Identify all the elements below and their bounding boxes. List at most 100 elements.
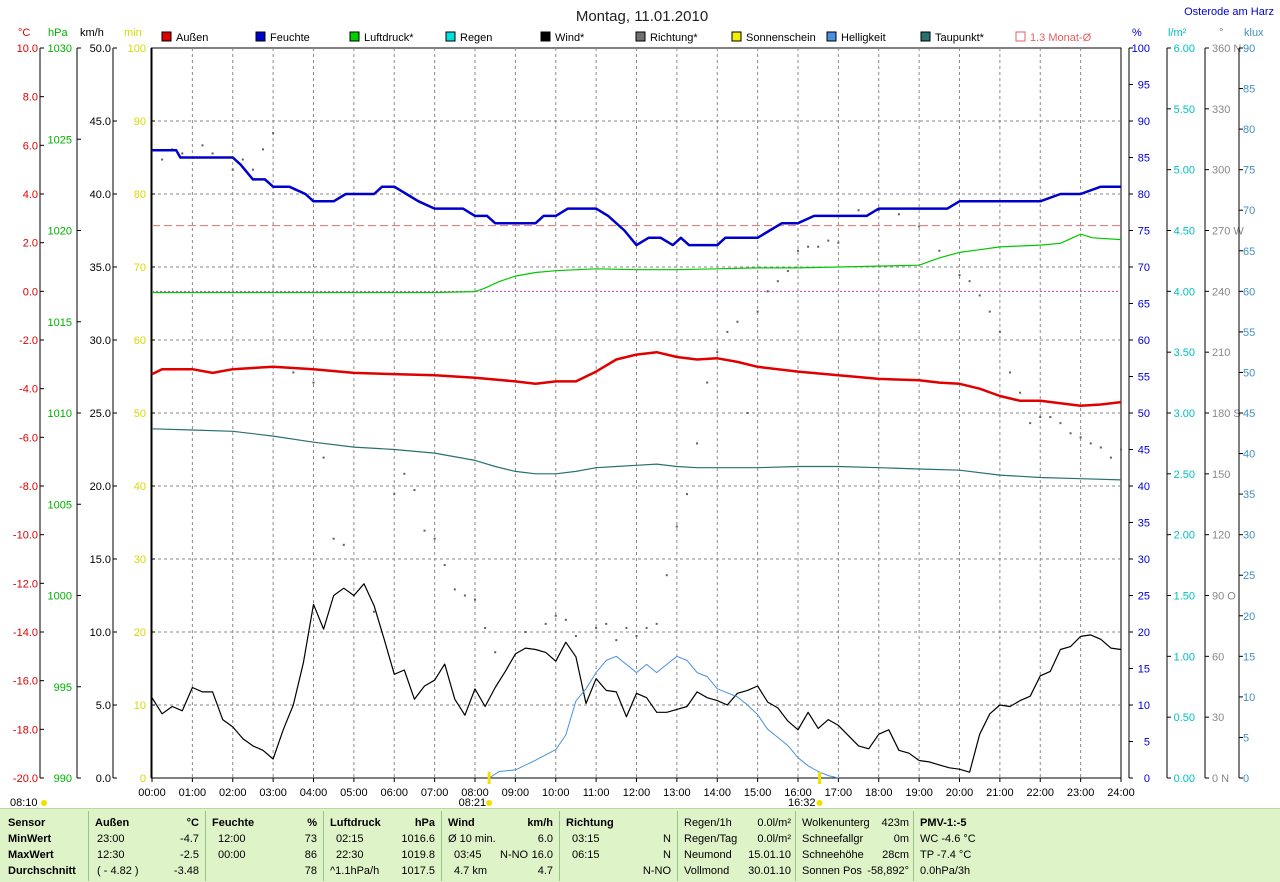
tick-label-pressure: 1010: [48, 408, 72, 420]
col-regen: Regen/1h 0.0l/m² Regen/Tag 0.0l/m² Neumo…: [678, 811, 796, 881]
direction-point: [524, 631, 527, 633]
legend-swatch: [161, 31, 172, 42]
tick-label-direction: 180 S: [1212, 408, 1241, 420]
direction-point: [484, 626, 487, 629]
direction-point: [615, 639, 618, 642]
tick-label-sunshine: 40: [134, 481, 146, 493]
direction-point: [726, 330, 729, 333]
tick-label-temp: 10.0: [17, 43, 38, 55]
time-tick-label: 08:00: [461, 787, 489, 799]
tick-label-temp: -18.0: [13, 724, 38, 736]
direction-point: [797, 249, 799, 252]
aussen-avg-note: ( - 4.82 ): [97, 865, 139, 877]
tick-label-brightness: 30: [1243, 530, 1255, 542]
time-tick-label: 17:00: [825, 787, 853, 799]
direction-point: [827, 239, 830, 242]
luftdruck-min-time: 02:15: [336, 833, 364, 845]
tick-label-sunshine: 0: [140, 773, 146, 785]
row-min-label: MinWert: [8, 833, 52, 845]
time-tick-label: 04:00: [300, 787, 328, 799]
time-tick-label: 18:00: [865, 787, 893, 799]
time-tick-label: 23:00: [1067, 787, 1095, 799]
direction-point: [918, 225, 921, 228]
neumond-label: Neumond: [684, 849, 732, 861]
tick-label-humidity: 50: [1138, 408, 1150, 420]
direction-point: [322, 456, 325, 459]
tick-label-brightness: 70: [1243, 205, 1255, 217]
direction-point: [665, 574, 668, 577]
tick-label-temp: 6.0: [23, 140, 38, 152]
tick-label-temp: -20.0: [13, 773, 38, 785]
time-tick-label: 10:00: [542, 787, 570, 799]
time-tick-label: 13:00: [663, 787, 691, 799]
direction-point: [443, 564, 446, 567]
time-tick-label: 05:00: [340, 787, 368, 799]
col-richtung: Richtung 03:15 N 06:15 N N-NO: [560, 811, 678, 881]
aussen-max-time: 12:30: [97, 849, 125, 861]
tick-label-rain: 0.50: [1174, 712, 1195, 724]
direction-point: [958, 274, 961, 277]
aussen-avg-value: -3.48: [173, 865, 199, 877]
direction-point: [675, 525, 678, 528]
luftdruck-min-value: 1016.6: [401, 833, 435, 845]
tick-label-rain: 2.50: [1174, 469, 1195, 481]
tick-label-rain: 4.50: [1174, 226, 1195, 238]
col-wolken: Wolkenunterg 423m Schneefallgr 0m Schnee…: [796, 811, 914, 881]
direction-point: [696, 442, 699, 445]
tick-label-humidity: 15: [1138, 664, 1150, 676]
direction-point: [161, 158, 164, 161]
direction-point: [272, 132, 275, 135]
wolken-value: 423m: [881, 817, 909, 829]
direction-point: [453, 588, 456, 591]
tick-label-pressure: 1025: [48, 134, 72, 146]
luftdruck-max-value: 1019.8: [401, 849, 435, 861]
tick-label-wind: 45.0: [90, 116, 111, 128]
time-tick-label: 02:00: [219, 787, 247, 799]
series-line-helligkeit: [488, 655, 839, 779]
direction-point: [625, 626, 628, 629]
tick-label-rain: 3.50: [1174, 347, 1195, 359]
col-feuchte: Feuchte % 12:00 73 00:00 86 78: [206, 811, 324, 881]
legend-label: Richtung*: [650, 32, 698, 44]
time-tick-label: 11:00: [583, 787, 610, 799]
legend-label: Wind*: [555, 32, 585, 44]
tick-label-sunshine: 100: [128, 43, 146, 55]
direction-point: [998, 330, 1001, 333]
direction-point: [181, 152, 184, 155]
legend-swatch: [920, 31, 931, 42]
direction-point: [716, 351, 719, 354]
time-tick-label: 12:00: [623, 787, 651, 799]
series-line-au-en: [151, 350, 1122, 407]
wind-distance: 4.7 km: [454, 865, 488, 877]
tick-label-humidity: 65: [1138, 299, 1150, 311]
aussen-title: Außen: [95, 817, 130, 829]
direction-point: [736, 320, 739, 323]
tick-label-pressure: 995: [54, 682, 72, 694]
tick-label-humidity: 10: [1138, 700, 1150, 712]
tick-label-direction: 90 O: [1212, 591, 1236, 603]
tick-label-pressure: 1015: [48, 317, 72, 329]
direction-point: [877, 209, 880, 212]
schneehoehe-label: Schneehöhe: [802, 849, 864, 861]
legend-swatch: [255, 31, 266, 42]
legend-label: Feuchte: [270, 32, 310, 44]
direction-point: [756, 310, 759, 313]
feuchte-max-time: 00:00: [218, 849, 246, 861]
summary-table: Sensor MinWert MaxWert Durchschnitt Auße…: [0, 808, 1280, 882]
direction-point: [605, 622, 608, 625]
tick-label-wind: 35.0: [90, 262, 111, 274]
windchill-value: WC -4.6 °C: [920, 833, 976, 845]
col-luftdruck: Luftdruck hPa 02:15 1016.6 22:30 1019.8 …: [324, 811, 442, 881]
row-avg-label: Durchschnitt: [8, 865, 76, 877]
direction-point: [564, 618, 567, 621]
axis-unit-humidity: %: [1132, 27, 1142, 39]
tick-label-direction: 270 W: [1212, 226, 1244, 238]
tick-label-rain: 6.00: [1174, 43, 1195, 55]
series-lines: [151, 148, 1122, 779]
direction-point: [312, 381, 315, 384]
tick-label-brightness: 5: [1243, 732, 1249, 744]
tick-label-rain: 5.50: [1174, 104, 1195, 116]
tick-label-direction: 60: [1212, 651, 1224, 663]
col-wind: Wind km/h Ø 10 min. 6.0 03:45 N-NO 16.0 …: [442, 811, 560, 881]
tick-label-temp: -14.0: [13, 627, 38, 639]
